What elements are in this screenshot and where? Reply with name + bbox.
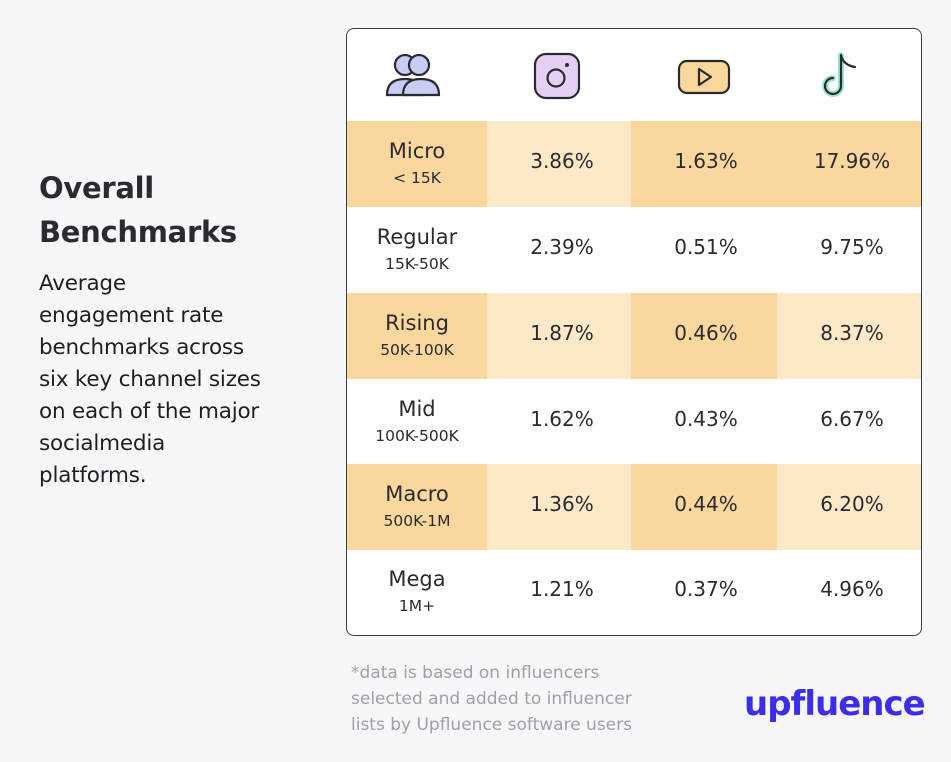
engagement-value: 0.37%	[674, 577, 738, 601]
cell-highlight	[487, 121, 631, 207]
tiktok-icon	[822, 52, 857, 97]
engagement-value: 6.67%	[820, 407, 884, 431]
table-row: Rising 50K-100K 1.87% 0.46% 8.37%	[347, 293, 921, 379]
cell-highlight	[777, 293, 921, 379]
engagement-value: 1.21%	[530, 577, 594, 601]
youtube-icon	[677, 59, 731, 95]
description-line: Average	[39, 271, 126, 296]
cell-highlight	[631, 464, 777, 550]
engagement-value: 1.63%	[674, 149, 738, 173]
description-line: on each of the major	[39, 399, 260, 424]
footnote-line: selected and added to influencer	[351, 689, 632, 709]
cell-highlight	[631, 121, 777, 207]
engagement-value: 1.36%	[530, 492, 594, 516]
cell-highlight	[347, 121, 487, 207]
logo-text: upfluence	[744, 684, 926, 724]
cell-highlight	[777, 121, 921, 207]
tier-name: Macro	[385, 482, 449, 506]
description-line: socialmedia	[39, 431, 166, 456]
tier-label: Mid 100K-500K	[347, 397, 487, 445]
tier-name: Rising	[385, 311, 449, 335]
tier-name: Micro	[388, 139, 446, 163]
description-line: platforms.	[39, 463, 147, 488]
engagement-value: 0.43%	[674, 407, 738, 431]
engagement-value: 17.96%	[813, 149, 891, 173]
engagement-value: 6.20%	[820, 492, 884, 516]
description-line: engagement rate	[39, 303, 224, 328]
footnote-line: lists by Upfluence software users	[351, 715, 632, 735]
table-row: Mid 100K-500K 1.62% 0.43% 6.67%	[347, 379, 921, 465]
upfluence-logo: upfluence	[744, 684, 926, 724]
tier-label: Regular 15K-50K	[347, 225, 487, 273]
table-row: Mega 1M+ 1.21% 0.37% 4.96%	[347, 549, 921, 635]
cell-highlight	[347, 464, 487, 550]
tier-range: 1M+	[398, 597, 436, 615]
cell-highlight	[347, 293, 487, 379]
engagement-value: 0.44%	[674, 492, 738, 516]
cell-highlight	[487, 464, 631, 550]
tier-name: Mega	[388, 567, 446, 591]
title-line-2: Benchmarks	[39, 215, 237, 249]
tier-name: Mid	[398, 397, 436, 421]
cell-highlight	[487, 293, 631, 379]
engagement-value: 1.87%	[530, 321, 594, 345]
table-row: Regular 15K-50K 2.39% 0.51% 9.75%	[347, 207, 921, 293]
tier-range: 500K-1M	[383, 512, 451, 530]
intro-panel: Overall Benchmarks Average engagement ra…	[39, 166, 289, 492]
tier-range: 100K-500K	[375, 427, 459, 445]
footnote-line: *data is based on influencers	[351, 663, 600, 683]
description-line: six key channel sizes	[39, 367, 261, 392]
engagement-value: 1.62%	[530, 407, 594, 431]
table-row: Macro 500K-1M 1.36% 0.44% 6.20%	[347, 464, 921, 550]
engagement-value: 0.46%	[674, 321, 738, 345]
tier-label: Mega 1M+	[347, 567, 487, 615]
engagement-value: 9.75%	[820, 235, 884, 259]
tier-range: 15K-50K	[385, 255, 449, 273]
tier-label: Macro 500K-1M	[347, 482, 487, 530]
cell-highlight	[777, 464, 921, 550]
engagement-value: 2.39%	[530, 235, 594, 259]
engagement-value: 3.86%	[530, 149, 594, 173]
tier-range: < 15K	[393, 169, 441, 187]
tier-name: Regular	[376, 225, 458, 249]
instagram-icon	[533, 52, 581, 100]
benchmark-table: Micro < 15K 3.86% 1.63% 17.96% Regular 15K-50K…	[346, 28, 922, 636]
title-line-1: Overall	[39, 171, 154, 205]
tier-label: Micro < 15K	[347, 139, 487, 187]
footnote: *data is based on influencers selected a…	[351, 660, 671, 738]
engagement-value: 4.96%	[820, 577, 884, 601]
description: Average engagement rate benchmarks acros…	[39, 268, 289, 492]
people-icon	[385, 53, 441, 97]
engagement-value: 0.51%	[674, 235, 738, 259]
engagement-value: 8.37%	[820, 321, 884, 345]
cell-highlight	[631, 293, 777, 379]
page-title: Overall Benchmarks	[39, 166, 289, 254]
tier-range: 50K-100K	[380, 341, 454, 359]
description-line: benchmarks across	[39, 335, 244, 360]
tier-label: Rising 50K-100K	[347, 311, 487, 359]
table-header	[347, 29, 921, 121]
table-row: Micro < 15K 3.86% 1.63% 17.96%	[347, 121, 921, 207]
